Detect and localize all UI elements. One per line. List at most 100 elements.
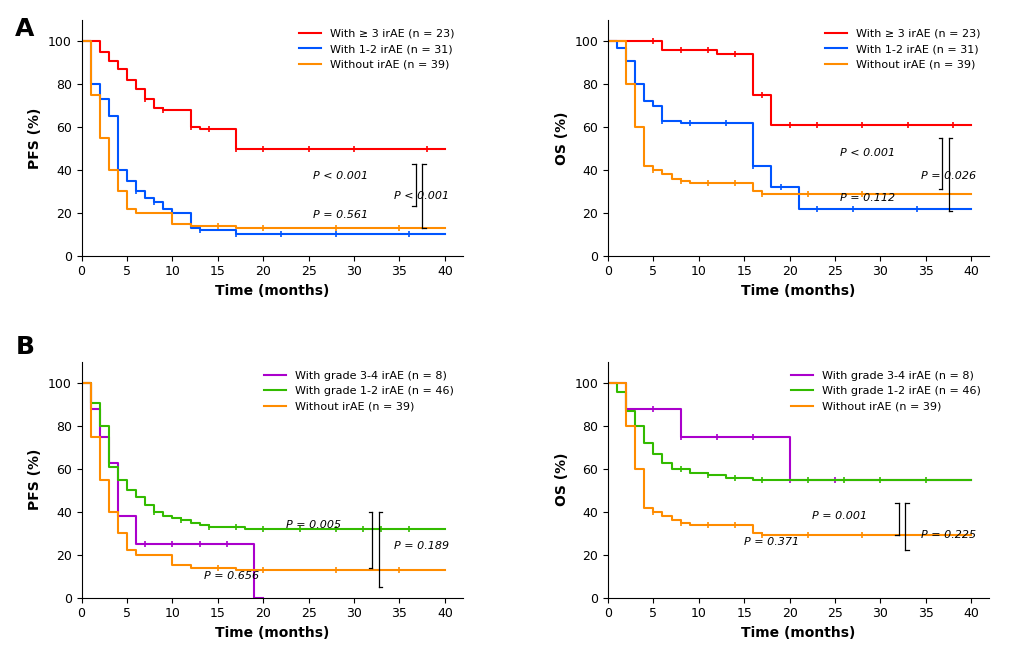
- With grade 1-2 irAE (n = 46): [747, 475, 759, 483]
- With ≥ 3 irAE (n = 23): [674, 46, 686, 54]
- With grade 1-2 irAE (n = 46): [655, 459, 667, 467]
- With ≥ 3 irAE (n = 23): [701, 46, 713, 54]
- Without irAE (n = 39): [638, 503, 650, 511]
- With grade 1-2 irAE (n = 46): [212, 523, 224, 531]
- Without irAE (n = 39): [194, 564, 206, 572]
- With grade 1-2 irAE (n = 46): [194, 521, 206, 529]
- With ≥ 3 irAE (n = 23): [257, 145, 269, 153]
- Without irAE (n = 39): [783, 189, 795, 197]
- With 1-2 irAE (n = 31): [710, 119, 722, 127]
- With grade 1-2 irAE (n = 46): [203, 523, 215, 531]
- With grade 1-2 irAE (n = 46): [738, 473, 750, 481]
- With grade 3-4 irAE (n = 8): [194, 540, 206, 548]
- Without irAE (n = 39): [674, 177, 686, 185]
- With grade 1-2 irAE (n = 46): [719, 473, 732, 481]
- With ≥ 3 irAE (n = 23): [420, 145, 432, 153]
- Without irAE (n = 39): [710, 521, 722, 529]
- With 1-2 irAE (n = 31): [194, 226, 206, 234]
- With grade 3-4 irAE (n = 8): [747, 433, 759, 441]
- Without irAE (n = 39): [655, 512, 667, 520]
- With ≥ 3 irAE (n = 23): [103, 56, 115, 64]
- With 1-2 irAE (n = 31): [664, 117, 677, 125]
- Y-axis label: OS (%): OS (%): [554, 111, 569, 165]
- Without irAE (n = 39): [692, 521, 704, 529]
- With 1-2 irAE (n = 31): [764, 183, 776, 191]
- With 1-2 irAE (n = 31): [629, 80, 641, 88]
- With grade 3-4 irAE (n = 8): [773, 433, 786, 441]
- Without irAE (n = 39): [683, 521, 695, 529]
- With 1-2 irAE (n = 31): [773, 183, 786, 191]
- With grade 1-2 irAE (n = 46): [783, 475, 795, 483]
- With ≥ 3 irAE (n = 23): [610, 37, 623, 45]
- Text: P = 0.371: P = 0.371: [744, 537, 799, 547]
- With grade 3-4 irAE (n = 8): [792, 475, 804, 483]
- With 1-2 irAE (n = 31): [620, 56, 632, 64]
- With grade 1-2 irAE (n = 46): [393, 525, 406, 533]
- Line: With grade 3-4 irAE (n = 8): With grade 3-4 irAE (n = 8): [607, 383, 970, 479]
- With 1-2 irAE (n = 31): [438, 230, 450, 238]
- With grade 1-2 irAE (n = 46): [964, 475, 976, 483]
- Without irAE (n = 39): [755, 189, 767, 197]
- Without irAE (n = 39): [764, 189, 776, 197]
- Line: Without irAE (n = 39): Without irAE (n = 39): [607, 383, 970, 535]
- Without irAE (n = 39): [738, 521, 750, 529]
- With grade 1-2 irAE (n = 46): [103, 463, 115, 471]
- Without irAE (n = 39): [629, 123, 641, 131]
- With grade 1-2 irAE (n = 46): [764, 475, 776, 483]
- Without irAE (n = 39): [212, 222, 224, 230]
- Line: With 1-2 irAE (n = 31): With 1-2 irAE (n = 31): [607, 41, 970, 208]
- With ≥ 3 irAE (n = 23): [692, 46, 704, 54]
- With grade 3-4 irAE (n = 8): [75, 379, 88, 387]
- Without irAE (n = 39): [610, 37, 623, 45]
- With grade 1-2 irAE (n = 46): [238, 525, 251, 533]
- Text: P < 0.001: P < 0.001: [839, 148, 894, 158]
- With ≥ 3 irAE (n = 23): [75, 37, 88, 45]
- With ≥ 3 irAE (n = 23): [601, 37, 613, 45]
- With grade 3-4 irAE (n = 8): [148, 540, 160, 548]
- With 1-2 irAE (n = 31): [229, 230, 242, 238]
- Without irAE (n = 39): [94, 134, 106, 142]
- Without irAE (n = 39): [157, 209, 169, 217]
- With ≥ 3 irAE (n = 23): [629, 37, 641, 45]
- With ≥ 3 irAE (n = 23): [919, 121, 931, 129]
- With grade 3-4 irAE (n = 8): [755, 433, 767, 441]
- With ≥ 3 irAE (n = 23): [783, 121, 795, 129]
- Without irAE (n = 39): [121, 205, 133, 212]
- Without irAE (n = 39): [257, 566, 269, 574]
- With 1-2 irAE (n = 31): [964, 205, 976, 212]
- Without irAE (n = 39): [129, 550, 142, 558]
- Without irAE (n = 39): [229, 224, 242, 232]
- Without irAE (n = 39): [873, 189, 886, 197]
- With 1-2 irAE (n = 31): [121, 177, 133, 185]
- With grade 1-2 irAE (n = 46): [347, 525, 360, 533]
- Text: P < 0.001: P < 0.001: [313, 171, 368, 181]
- Without irAE (n = 39): [692, 179, 704, 187]
- Without irAE (n = 39): [347, 566, 360, 574]
- With 1-2 irAE (n = 31): [184, 224, 197, 232]
- With ≥ 3 irAE (n = 23): [184, 123, 197, 131]
- With grade 3-4 irAE (n = 8): [103, 459, 115, 467]
- With grade 1-2 irAE (n = 46): [129, 493, 142, 501]
- With grade 1-2 irAE (n = 46): [75, 379, 88, 387]
- With grade 1-2 irAE (n = 46): [919, 475, 931, 483]
- With ≥ 3 irAE (n = 23): [764, 121, 776, 129]
- With grade 1-2 irAE (n = 46): [85, 398, 97, 406]
- With grade 3-4 irAE (n = 8): [157, 540, 169, 548]
- With grade 1-2 irAE (n = 46): [674, 465, 686, 473]
- With grade 3-4 irAE (n = 8): [220, 540, 232, 548]
- With 1-2 irAE (n = 31): [393, 230, 406, 238]
- With grade 3-4 irAE (n = 8): [873, 475, 886, 483]
- With ≥ 3 irAE (n = 23): [157, 106, 169, 114]
- Text: P = 0.001: P = 0.001: [811, 511, 866, 521]
- With ≥ 3 irAE (n = 23): [139, 95, 151, 103]
- With ≥ 3 irAE (n = 23): [229, 145, 242, 153]
- Without irAE (n = 39): [229, 566, 242, 574]
- With grade 3-4 irAE (n = 8): [828, 475, 841, 483]
- Without irAE (n = 39): [620, 422, 632, 430]
- With ≥ 3 irAE (n = 23): [148, 104, 160, 112]
- Without irAE (n = 39): [438, 224, 450, 232]
- With grade 1-2 irAE (n = 46): [220, 523, 232, 531]
- With grade 1-2 irAE (n = 46): [139, 501, 151, 509]
- With 1-2 irAE (n = 31): [103, 112, 115, 120]
- Without irAE (n = 39): [166, 220, 178, 228]
